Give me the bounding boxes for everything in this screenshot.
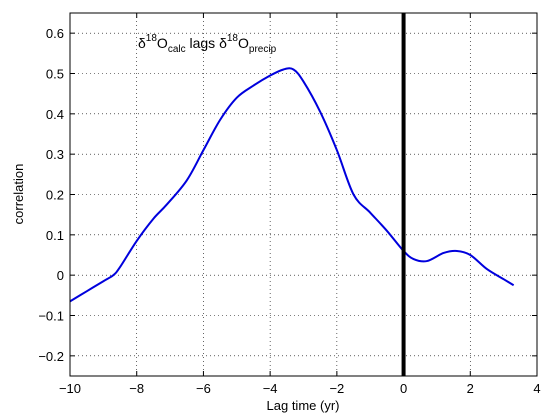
series-layer (69, 67, 515, 303)
annot-delta-1: δ (138, 35, 146, 51)
annot-sup-1: 18 (146, 33, 158, 44)
y-tick-label: 0.2 (46, 188, 64, 203)
axis-ticks: −10 −8 −6 −4 −2 0 2 4 −0.2 −0.1 0 0.1 0.2 0.3 0.4 0.5 0.… (38, 13, 541, 396)
x-tick-label: 4 (533, 381, 540, 396)
x-tick-label: −4 (263, 381, 278, 396)
y-axis-label: correlation (11, 164, 26, 225)
y-tick-label: 0 (57, 268, 64, 283)
annot-o-1: O (157, 35, 168, 51)
x-tick-label: −8 (129, 381, 144, 396)
y-tick-label: −0.1 (38, 309, 64, 324)
x-tick-label: −6 (196, 381, 211, 396)
y-tick-label: 0.5 (46, 67, 64, 82)
y-tick-label: 0.6 (46, 26, 64, 41)
annotation-label: δ18Ocalc lags δ18Oprecip (138, 33, 277, 55)
annot-sub-2: precip (249, 44, 277, 55)
x-tick-label: 0 (400, 381, 407, 396)
annot-sup-2: 18 (227, 33, 239, 44)
y-tick-label: −0.2 (38, 349, 64, 364)
annot-o-2: O (238, 35, 249, 51)
plot-background (70, 13, 537, 376)
x-tick-label: 2 (467, 381, 474, 396)
y-tick-label: 0.4 (46, 107, 64, 122)
annot-sub-1: calc (168, 44, 186, 55)
y-tick-label: 0.1 (46, 228, 64, 243)
x-tick-label: −2 (329, 381, 344, 396)
x-tick-label: −10 (59, 381, 81, 396)
y-tick-label: 0.3 (46, 147, 64, 162)
annot-middle: lags (186, 35, 219, 51)
x-axis-label: Lag time (yr) (267, 398, 340, 413)
correlation-series-line (69, 67, 515, 303)
annot-delta-2: δ (219, 35, 227, 51)
